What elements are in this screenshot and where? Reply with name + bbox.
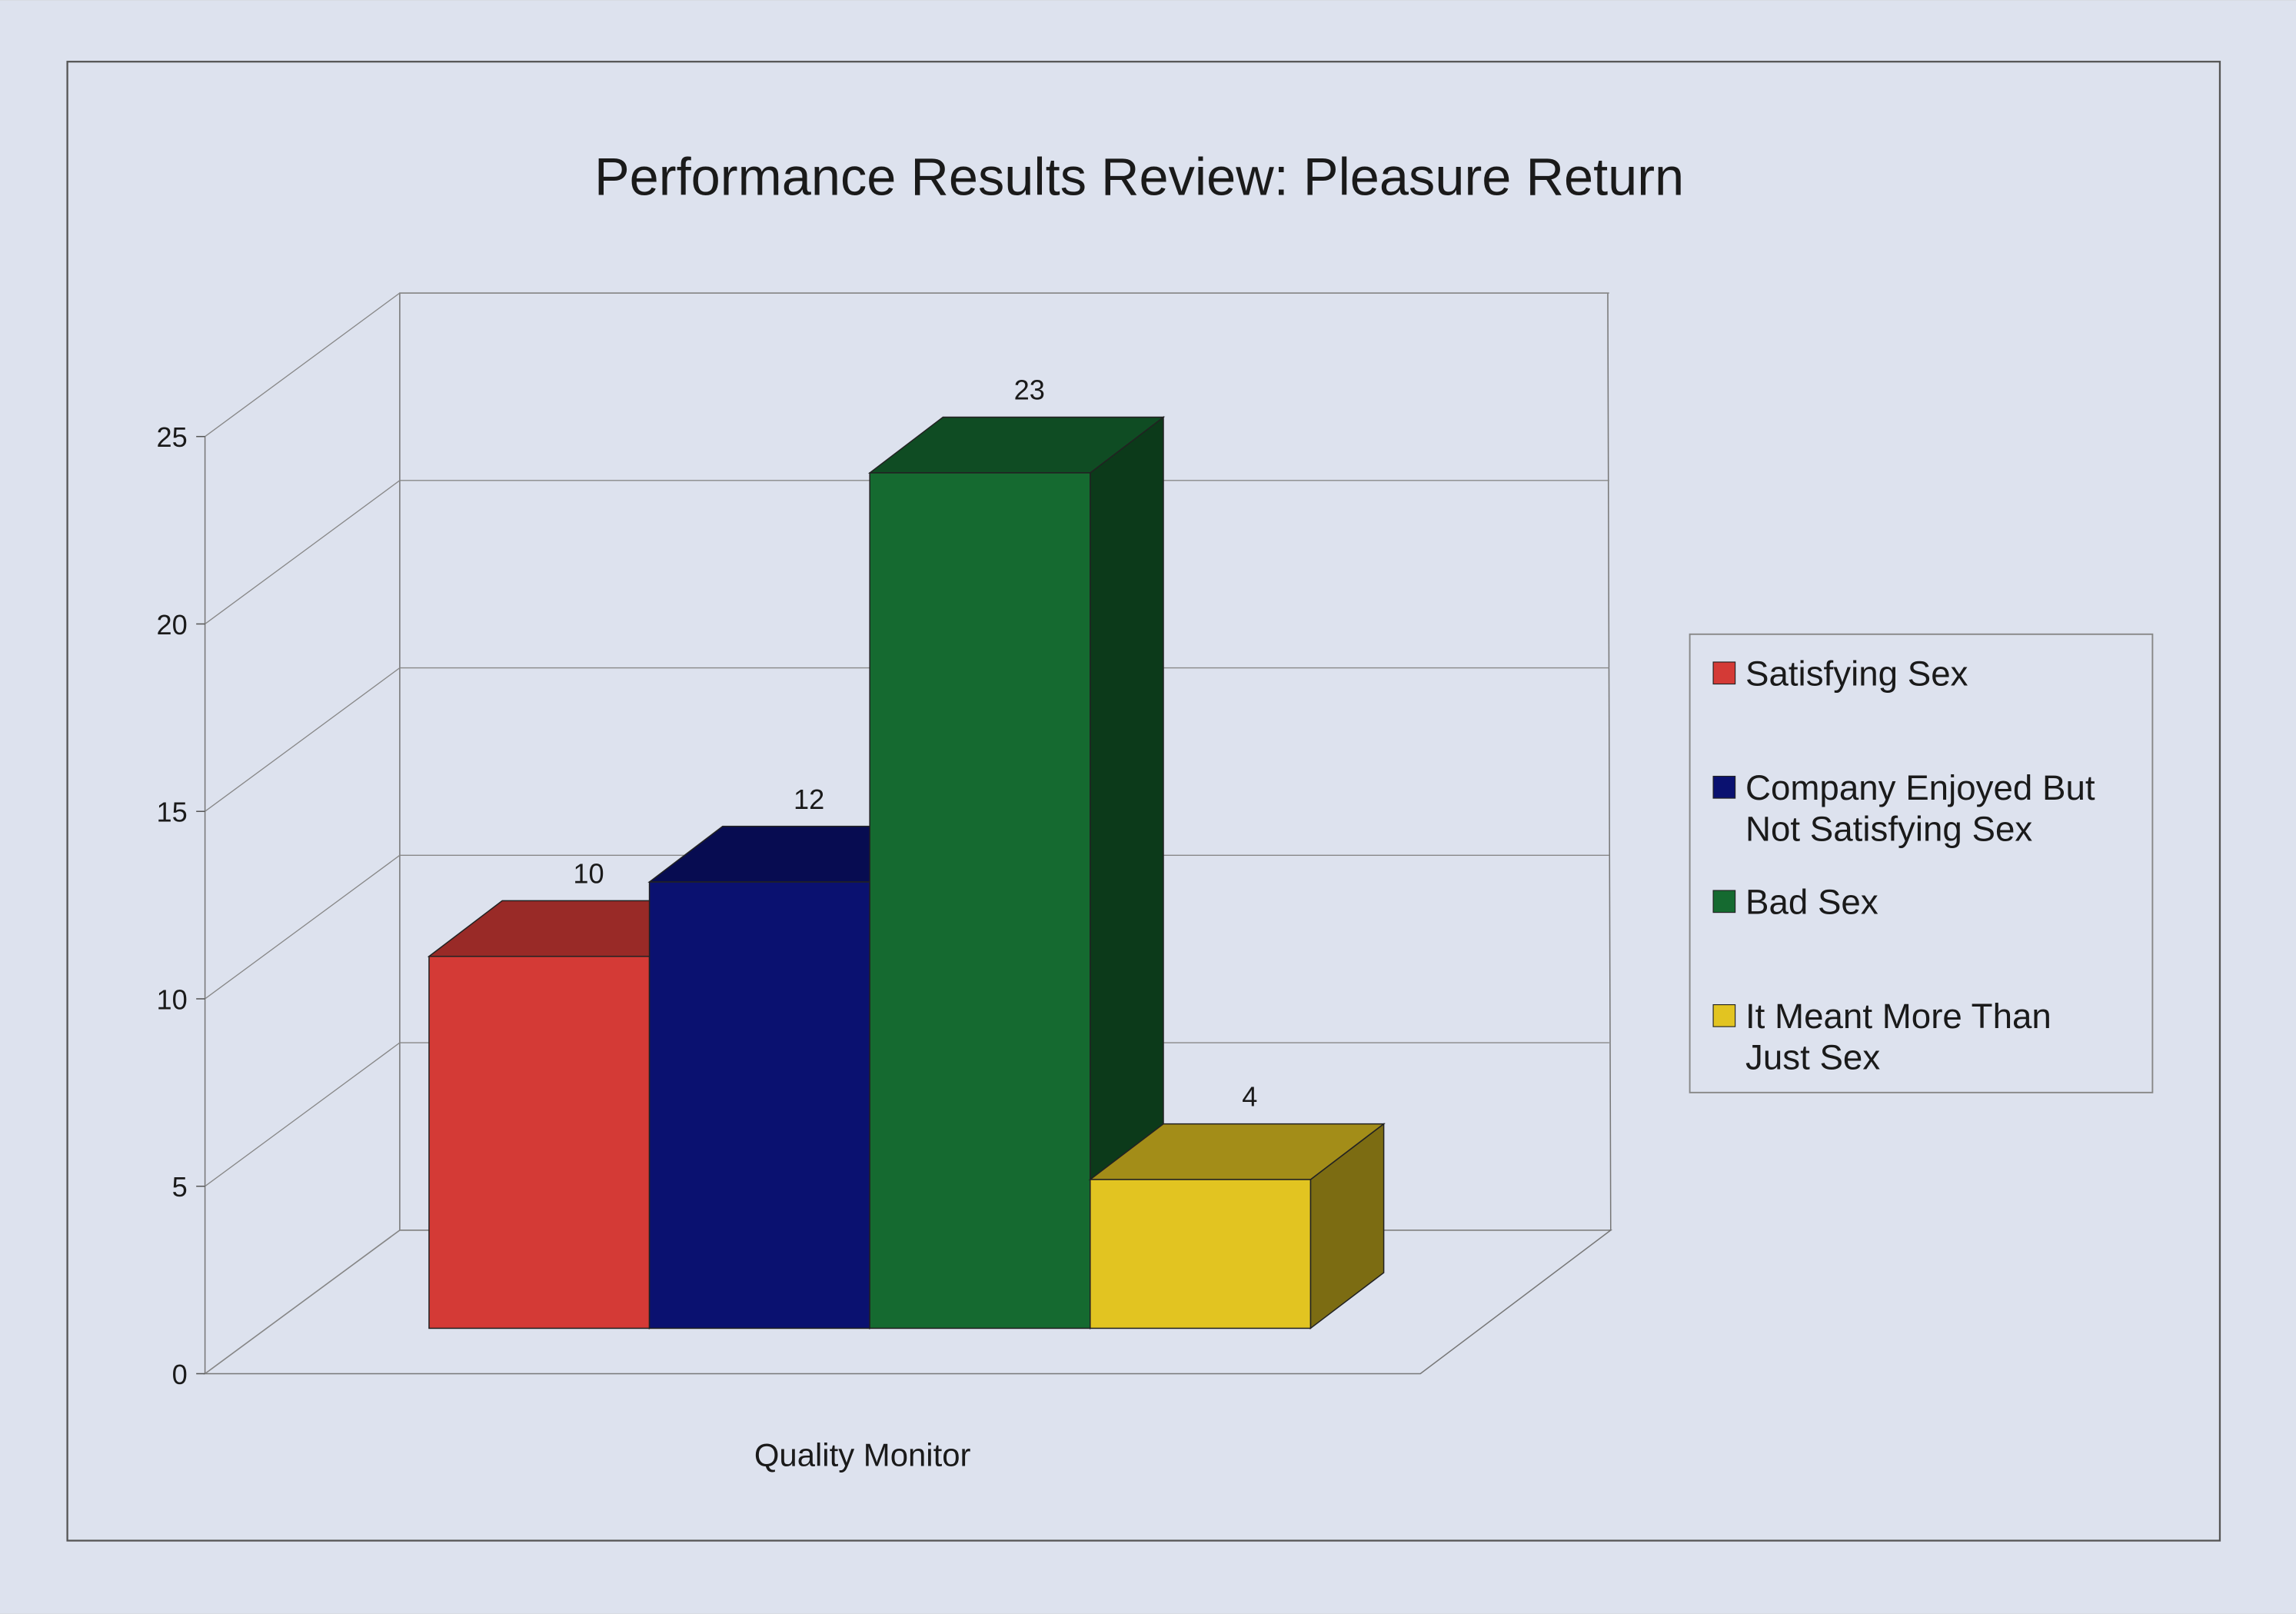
side-gridline <box>205 1230 401 1375</box>
bar-front <box>869 472 1091 1329</box>
legend-label: Just Sex <box>1745 1037 1880 1077</box>
legend-label: Not Satisfying Sex <box>1745 809 2032 848</box>
legend-label: It Meant More Than <box>1745 997 2051 1036</box>
side-gridline <box>205 480 401 624</box>
legend-swatch <box>1712 661 1736 685</box>
y-tick-label: 10 <box>157 983 188 1015</box>
legend-label: Bad Sex <box>1745 883 1878 922</box>
legend-label: Company Enjoyed But <box>1745 768 2095 807</box>
data-label: 10 <box>573 858 604 890</box>
bar-front <box>428 955 651 1329</box>
y-tick-label: 20 <box>157 609 188 641</box>
chart-frame <box>66 61 2221 1542</box>
legend-box <box>1689 633 2154 1093</box>
bar-front <box>648 881 870 1329</box>
side-gridline <box>205 854 401 1000</box>
bar-4: 4 <box>1088 1081 1386 1329</box>
legend-swatch <box>1712 1004 1736 1027</box>
data-label: 12 <box>794 784 824 815</box>
data-label: 23 <box>1014 374 1045 406</box>
side-gridline <box>205 292 401 438</box>
y-tick-label: 15 <box>157 797 188 828</box>
legend-item-3: Bad Sex <box>1712 883 1878 922</box>
y-tick-label: 25 <box>157 421 188 453</box>
legend-item-1: Satisfying Sex <box>1712 654 1968 693</box>
legend-label: Satisfying Sex <box>1745 654 1968 693</box>
bars: 10 12 23 4 <box>427 374 1386 1329</box>
legend-swatch <box>1712 775 1736 799</box>
x-axis-label: Quality Monitor <box>754 1436 971 1473</box>
bar-3: 23 <box>867 374 1166 1329</box>
y-tick-label: 0 <box>172 1359 188 1390</box>
data-label: 4 <box>1242 1081 1257 1113</box>
bar-front <box>1090 1179 1312 1329</box>
side-gridline <box>205 1042 401 1187</box>
y-tick-label: 5 <box>172 1171 188 1203</box>
legend-swatch <box>1712 890 1736 913</box>
chart-title: Performance Results Review: Pleasure Ret… <box>594 147 1684 206</box>
side-gridline <box>205 667 401 812</box>
